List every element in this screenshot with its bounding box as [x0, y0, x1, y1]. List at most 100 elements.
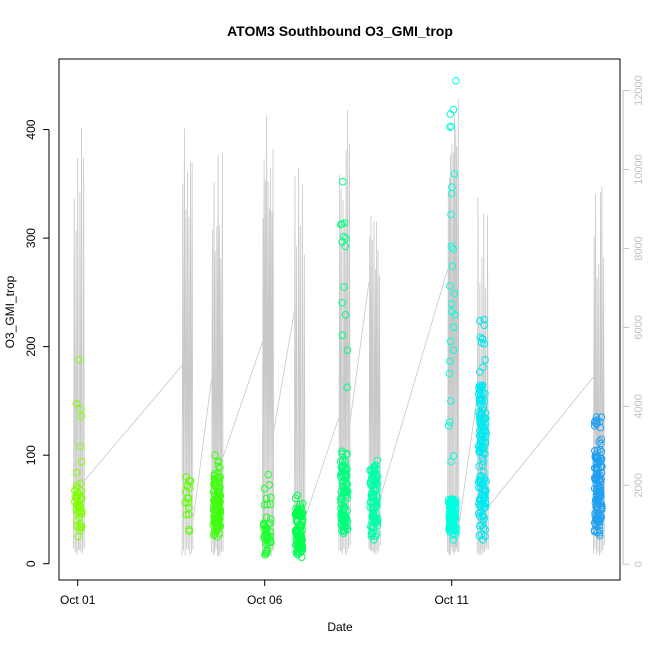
- data-point: [211, 482, 220, 491]
- data-point: [596, 478, 605, 486]
- altitude-trace-layer: [73, 98, 605, 557]
- data-point: [591, 511, 600, 520]
- data-point: [184, 499, 192, 507]
- data-point: [340, 232, 348, 241]
- data-point: [211, 526, 219, 535]
- data-point: [342, 478, 350, 486]
- y-tick-label: 300: [24, 228, 38, 248]
- data-point: [476, 414, 484, 422]
- data-point: [209, 502, 218, 511]
- data-point: [262, 494, 271, 503]
- data-point: [214, 458, 223, 467]
- data-point: [476, 522, 484, 530]
- data-point: [214, 462, 223, 471]
- data-point: [369, 503, 377, 512]
- data-point: [292, 509, 300, 518]
- data-point: [478, 396, 487, 405]
- altitude-transit-line: [349, 281, 370, 422]
- data-point: [477, 401, 485, 409]
- data-point: [260, 501, 269, 509]
- data-point: [446, 337, 455, 346]
- data-point: [291, 541, 300, 549]
- data-point: [77, 412, 86, 421]
- altitude-trace-segment: [261, 115, 275, 557]
- data-point: [216, 522, 225, 531]
- data-point: [260, 484, 269, 493]
- data-point: [476, 508, 485, 517]
- data-point: [210, 517, 218, 526]
- data-point: [343, 383, 351, 392]
- data-point: [446, 357, 454, 366]
- data-point: [447, 242, 456, 251]
- y-tick-label: 100: [24, 445, 38, 465]
- data-point: [591, 509, 599, 517]
- data-point: [480, 514, 489, 522]
- data-point: [341, 311, 350, 319]
- data-point: [266, 515, 275, 523]
- data-point: [291, 494, 300, 503]
- data-point: [210, 496, 218, 505]
- data-point: [446, 123, 454, 131]
- data-point: [293, 548, 302, 556]
- data-point: [260, 525, 269, 534]
- data-point: [481, 525, 490, 534]
- data-point: [597, 474, 605, 483]
- data-point: [446, 282, 454, 290]
- altitude-transit-line: [379, 269, 448, 498]
- data-point: [478, 335, 487, 343]
- data-point: [265, 481, 274, 489]
- data-point: [480, 315, 488, 324]
- x-tick-label: Oct 01: [60, 593, 96, 607]
- data-point: [75, 355, 83, 364]
- altitude-trace-segment: [476, 197, 489, 556]
- data-point: [447, 189, 456, 198]
- altitude-transit-line: [192, 378, 213, 523]
- data-point: [449, 323, 458, 332]
- data-point: [591, 475, 600, 484]
- data-point: [339, 481, 348, 490]
- data-point: [476, 333, 485, 342]
- data-point: [595, 521, 604, 530]
- data-point: [184, 503, 193, 512]
- data-point: [369, 528, 377, 537]
- data-point: [590, 464, 599, 472]
- altitude-trace-segment: [447, 98, 460, 557]
- data-point: [73, 502, 82, 510]
- data-point: [449, 245, 458, 253]
- data-point: [338, 331, 347, 340]
- data-point: [593, 498, 601, 506]
- y2-tick-label: 2000: [633, 473, 645, 497]
- y2-tick-label: 8000: [633, 236, 645, 260]
- data-point: [593, 528, 602, 537]
- data-point: [591, 417, 600, 425]
- data-point: [479, 457, 488, 465]
- altitude-transit-line: [222, 341, 263, 458]
- data-point: [185, 525, 193, 534]
- data-point: [480, 476, 489, 485]
- data-point: [446, 110, 455, 118]
- data-point: [343, 346, 352, 355]
- data-point: [475, 390, 483, 399]
- data-point: [591, 450, 600, 459]
- data-point: [476, 381, 484, 390]
- data-point: [185, 510, 193, 519]
- data-point: [479, 478, 487, 487]
- data-point: [593, 419, 601, 428]
- data-point: [368, 482, 376, 491]
- data-point: [475, 462, 483, 471]
- altitude-trace-segment: [592, 186, 605, 556]
- data-point: [342, 234, 350, 243]
- y2-tick-label: 4000: [633, 394, 645, 418]
- data-point: [450, 170, 459, 178]
- data-point: [451, 515, 459, 523]
- data-point: [214, 489, 222, 497]
- data-point: [76, 520, 84, 529]
- data-point: [72, 491, 81, 499]
- altitude-trace-segment: [293, 167, 306, 556]
- data-point: [338, 299, 346, 307]
- data-point: [212, 478, 220, 487]
- data-point: [592, 420, 601, 429]
- data-point: [480, 321, 489, 330]
- data-point: [451, 311, 459, 319]
